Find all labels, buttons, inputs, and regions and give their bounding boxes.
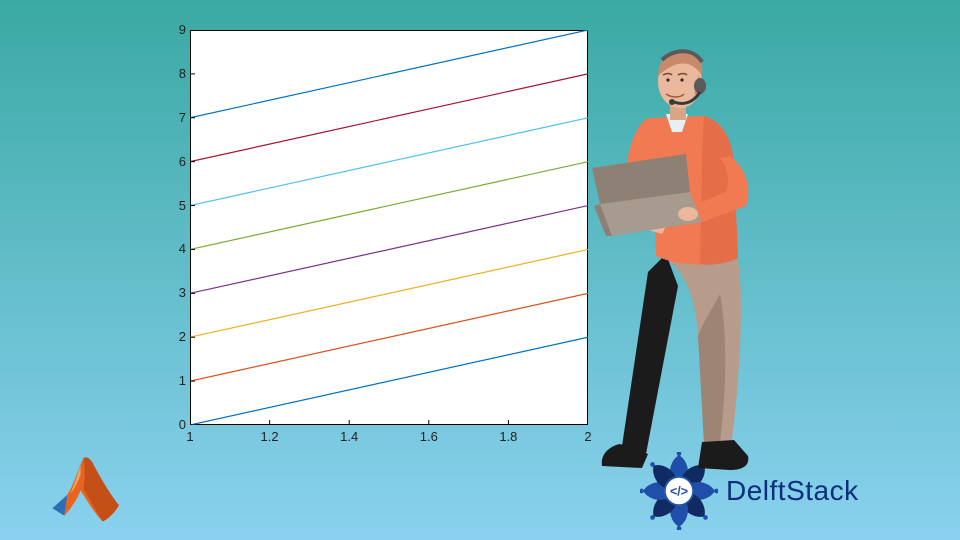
series-line-0 [190, 337, 588, 425]
ytick-label: 2 [172, 329, 186, 344]
series-line-4 [190, 162, 588, 250]
chart-plot-area [190, 30, 588, 425]
series-line-5 [190, 118, 588, 206]
ytick-label: 3 [172, 285, 186, 300]
ytick-label: 6 [172, 154, 186, 169]
ytick-label: 4 [172, 241, 186, 256]
ytick-label: 7 [172, 110, 186, 125]
canvas: 11.21.41.61.820123456789</>DelftStack [0, 0, 960, 540]
series-line-6 [190, 74, 588, 162]
series-line-1 [190, 293, 588, 381]
xtick-label: 1.8 [493, 429, 523, 444]
chart-svg [190, 30, 588, 425]
xtick-label: 1.4 [334, 429, 364, 444]
ytick-label: 0 [172, 417, 186, 432]
xtick-label: 1.2 [255, 429, 285, 444]
matlab-logo [48, 452, 122, 526]
ytick-label: 9 [172, 22, 186, 37]
ytick-label: 8 [172, 66, 186, 81]
series-line-2 [190, 249, 588, 337]
person-illustration [570, 36, 790, 476]
xtick-label: 1.6 [414, 429, 444, 444]
series-line-3 [190, 206, 588, 294]
series-line-7 [190, 30, 588, 118]
ytick-label: 5 [172, 198, 186, 213]
svg-text:</>: </> [670, 485, 688, 499]
delftstack-text: DelftStack [726, 475, 859, 507]
ytick-label: 1 [172, 373, 186, 388]
